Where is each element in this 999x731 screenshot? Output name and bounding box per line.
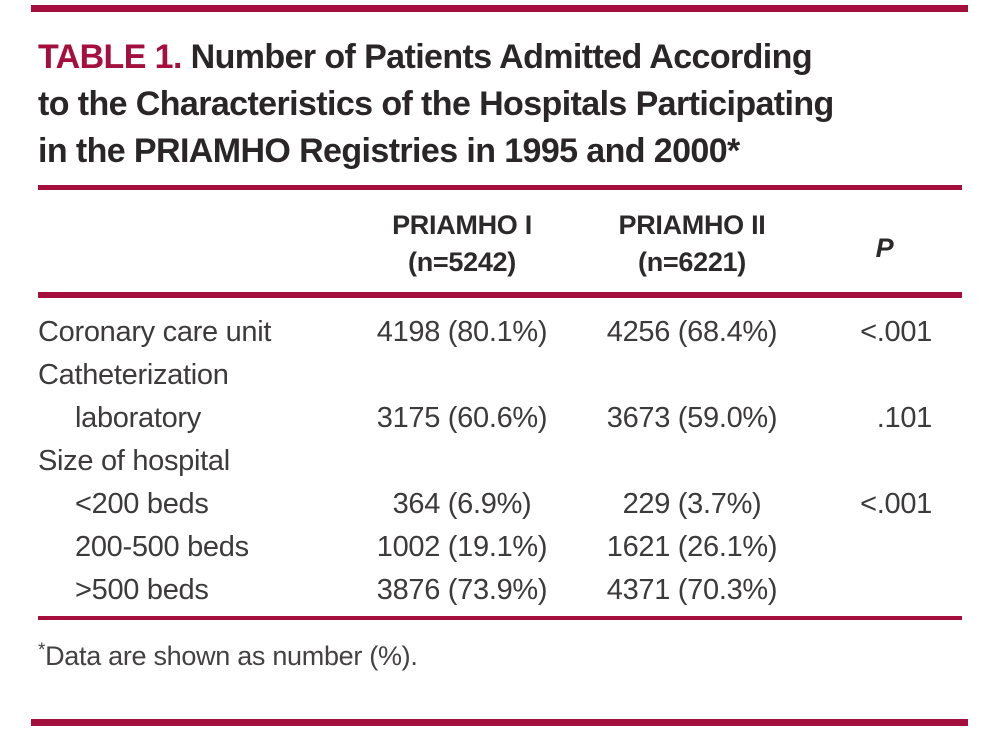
column-header-characteristic bbox=[38, 205, 347, 291]
p-value bbox=[807, 526, 962, 569]
row-label: 200-500 beds bbox=[75, 531, 249, 563]
priamho1-value: 3175 (60.6%) bbox=[376, 402, 548, 434]
table-header-row: PRIAMHO I (n=5242) PRIAMHO II (n=6221) P bbox=[38, 205, 962, 291]
body-divider-rule bbox=[38, 616, 962, 620]
row-label: <200 beds bbox=[75, 488, 209, 520]
column-header-priamho1: PRIAMHO I (n=5242) bbox=[347, 205, 577, 291]
priamho2-value: 4256 (68.4%) bbox=[606, 316, 778, 348]
row-label: Size of hospital bbox=[38, 445, 230, 477]
priamho1-value: 1002 (19.1%) bbox=[376, 531, 548, 563]
p-value: <.001 bbox=[860, 488, 932, 520]
footnote-marker: * bbox=[38, 640, 46, 661]
table-footnote: *Data are shown as number (%). bbox=[38, 634, 418, 673]
table-row: Coronary care unit 4198 (80.1%) 4256 (68… bbox=[38, 311, 962, 354]
priamho1-value: 4198 (80.1%) bbox=[376, 316, 548, 348]
p-value bbox=[807, 354, 962, 397]
priamho2-value: 229 (3.7%) bbox=[622, 488, 762, 520]
priamho2-value bbox=[577, 440, 807, 483]
row-label: Coronary care unit bbox=[38, 316, 272, 348]
header-divider-rule bbox=[38, 292, 962, 298]
column-header-priamho2-n: (n=6221) bbox=[638, 247, 746, 277]
table-row: laboratory 3175 (60.6%) 3673 (59.0%) .10… bbox=[38, 397, 962, 440]
priamho1-value: 364 (6.9%) bbox=[392, 488, 532, 520]
title-divider-rule bbox=[38, 185, 962, 190]
column-header-priamho2: PRIAMHO II (n=6221) bbox=[577, 205, 807, 291]
priamho2-value: 1621 (26.1%) bbox=[606, 531, 778, 563]
table-row: 200-500 beds 1002 (19.1%) 1621 (26.1%) bbox=[38, 526, 962, 569]
priamho1-value bbox=[347, 440, 577, 483]
column-header-priamho2-name: PRIAMHO II bbox=[618, 210, 766, 240]
priamho1-value bbox=[347, 354, 577, 397]
table-row: Size of hospital bbox=[38, 440, 962, 483]
table-title-line2: to the Characteristics of the Hospitals … bbox=[38, 85, 834, 123]
p-value: .101 bbox=[876, 402, 933, 434]
table-row: Catheterization bbox=[38, 354, 962, 397]
row-label: laboratory bbox=[75, 402, 201, 434]
priamho2-value: 3673 (59.0%) bbox=[606, 402, 778, 434]
row-label: >500 beds bbox=[75, 574, 209, 606]
table-title-line3: in the PRIAMHO Registries in 1995 and 20… bbox=[38, 132, 740, 170]
row-label: Catheterization bbox=[38, 359, 229, 391]
footnote-text: Data are shown as number (%). bbox=[45, 641, 418, 671]
table-body: Coronary care unit 4198 (80.1%) 4256 (68… bbox=[38, 311, 962, 612]
table-number-label: TABLE 1. bbox=[38, 38, 182, 76]
table-row: >500 beds 3876 (73.9%) 4371 (70.3%) bbox=[38, 569, 962, 612]
priamho2-value: 4371 (70.3%) bbox=[606, 574, 778, 606]
table-title: TABLE 1. Number of Patients Admitted Acc… bbox=[38, 34, 968, 175]
p-value bbox=[807, 440, 962, 483]
column-header-pvalue-label: P bbox=[875, 232, 894, 263]
priamho2-value bbox=[577, 354, 807, 397]
priamho1-value: 3876 (73.9%) bbox=[376, 574, 548, 606]
table-row: <200 beds 364 (6.9%) 229 (3.7%) <.001 bbox=[38, 483, 962, 526]
column-header-pvalue: P bbox=[807, 205, 962, 291]
bottom-accent-bar bbox=[31, 719, 968, 726]
table-title-line1: Number of Patients Admitted According bbox=[181, 38, 813, 76]
column-header-priamho1-name: PRIAMHO I bbox=[392, 210, 532, 240]
top-accent-bar bbox=[31, 5, 968, 12]
p-value bbox=[807, 569, 962, 612]
column-header-priamho1-n: (n=5242) bbox=[408, 247, 516, 277]
p-value: <.001 bbox=[860, 316, 932, 348]
